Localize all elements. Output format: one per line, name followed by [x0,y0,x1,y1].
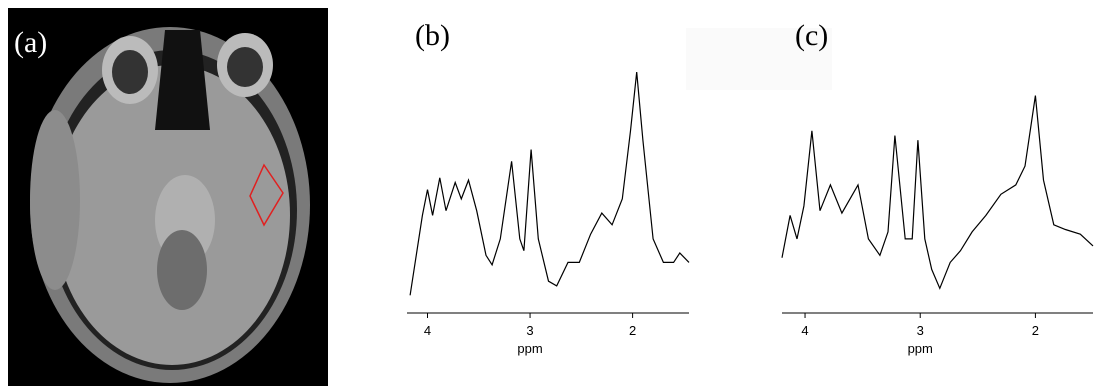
page: (a) (b)432ppm(c)432ppm (() => { const da… [0,0,1094,386]
spectrum-line [410,72,689,295]
x-tick-label: 3 [917,323,924,338]
x-tick-label: 3 [526,323,533,338]
x-axis-label: ppm [908,341,933,356]
chart-title: (b) [415,19,450,52]
figure: (a) (b) 4 3 2 ppm (c) 4 3 2 ppm [0,0,1094,386]
mri-image: (a) [8,8,328,386]
x-tick-label: 4 [424,323,431,338]
chart-title: (c) [795,19,828,52]
x-tick-label: 4 [801,323,808,338]
x-tick-label: 2 [1032,323,1039,338]
x-tick-label: 2 [629,323,636,338]
panel-label: (a) [14,26,47,59]
spectrum-line [782,96,1093,289]
x-axis-label: ppm [517,341,542,356]
